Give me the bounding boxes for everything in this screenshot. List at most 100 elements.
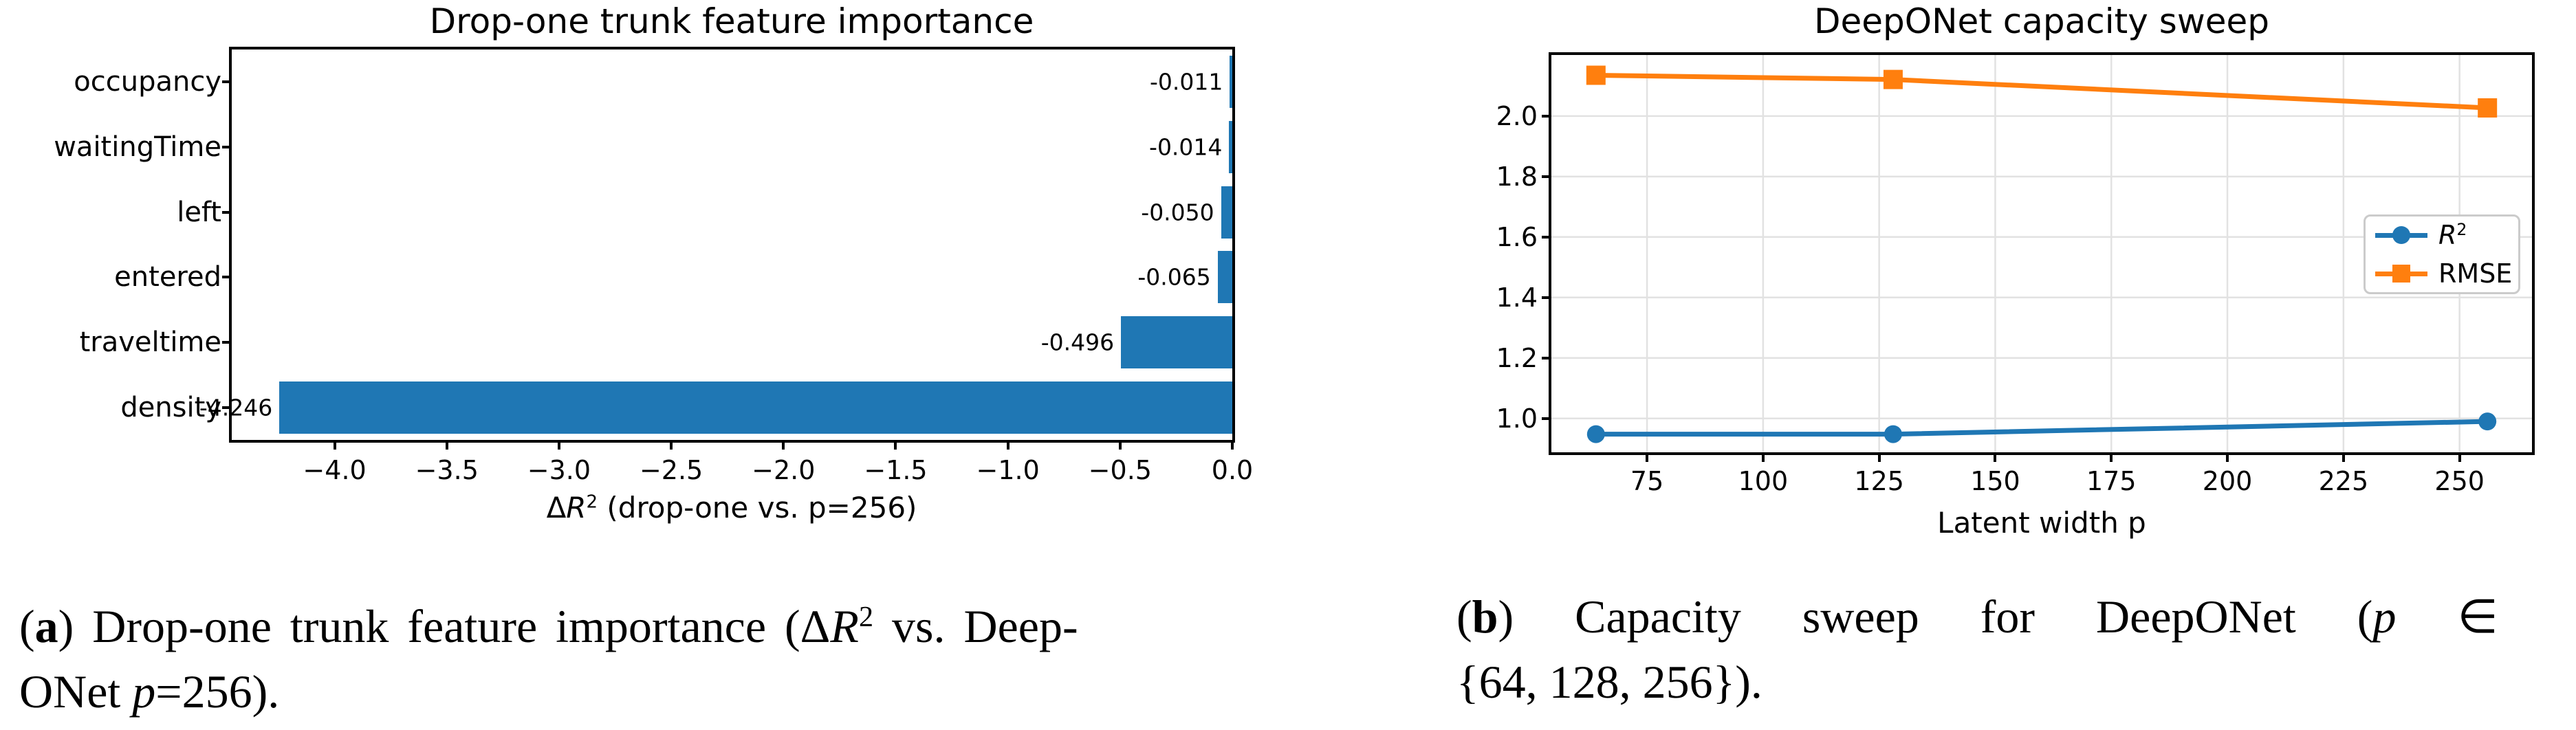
legend-label-R²: R2 bbox=[2438, 220, 2467, 250]
x-tick-label: 225 bbox=[2318, 466, 2369, 496]
text-segment: ) Drop-one trunk feature importance (Δ bbox=[58, 600, 831, 653]
marker-circle-R² bbox=[1884, 425, 1902, 443]
text-segment: ( bbox=[1456, 590, 1472, 643]
x-tick-mark bbox=[2458, 452, 2461, 462]
y-tick-mark bbox=[222, 276, 232, 279]
y-tick-mark bbox=[222, 80, 232, 84]
legend-sample-line bbox=[2375, 226, 2427, 244]
text-segment: R bbox=[830, 600, 859, 653]
y-tick-mark bbox=[1542, 114, 1551, 118]
legend-row-RMSE: RMSE bbox=[2375, 258, 2512, 289]
text-segment: vs. Deep- bbox=[873, 600, 1078, 653]
chart-a-title: Drop-one trunk feature importance bbox=[429, 1, 1034, 41]
y-tick-label: 1.2 bbox=[1496, 342, 1538, 373]
series-line-RMSE bbox=[1595, 72, 2488, 111]
text-segment: ∈ bbox=[2396, 590, 2498, 643]
caption-line: {64, 128, 256}). bbox=[1456, 650, 2498, 715]
x-tick-label: 250 bbox=[2434, 466, 2485, 496]
bar-value-label: -4.246 bbox=[199, 394, 273, 421]
bar-traveltime bbox=[1121, 316, 1232, 368]
y-tick-mark bbox=[1542, 175, 1551, 178]
x-tick-mark bbox=[1994, 452, 1997, 462]
bar-density bbox=[279, 381, 1232, 434]
text-segment: a bbox=[34, 600, 58, 653]
x-tick-label: −0.5 bbox=[1088, 455, 1152, 485]
bar-value-label: -0.011 bbox=[1150, 68, 1223, 96]
bar-waitingTime bbox=[1229, 121, 1232, 173]
x-tick-label: 125 bbox=[1854, 466, 1904, 496]
x-tick-label: 175 bbox=[2086, 466, 2137, 496]
x-tick-mark bbox=[1006, 440, 1009, 450]
y-tick-label: 2.0 bbox=[1496, 100, 1538, 131]
y-category-label: density bbox=[120, 391, 221, 423]
text-segment: (drop-one vs. p=256) bbox=[598, 491, 917, 524]
x-tick-mark bbox=[2226, 452, 2229, 462]
x-tick-label: −1.5 bbox=[864, 455, 928, 485]
x-tick-mark bbox=[1877, 452, 1881, 462]
y-tick-mark bbox=[1542, 356, 1551, 360]
chart-b-title: DeepONet capacity sweep bbox=[1814, 1, 2269, 41]
caption-line: (b) Capacity sweep for DeepONet (p ∈ bbox=[1456, 584, 2498, 650]
y-category-label: occupancy bbox=[74, 66, 221, 98]
text-segment: R bbox=[2438, 220, 2457, 250]
text-segment: 2 bbox=[2456, 220, 2467, 240]
bar-occupancy bbox=[1230, 56, 1232, 109]
x-tick-label: −2.0 bbox=[752, 455, 816, 485]
text-segment: b bbox=[1472, 590, 1498, 643]
text-segment: p bbox=[132, 665, 156, 718]
y-category-label: entered bbox=[114, 261, 221, 294]
x-tick-mark bbox=[782, 440, 785, 450]
bar-value-label: -0.014 bbox=[1149, 133, 1223, 161]
series-line-R² bbox=[1595, 419, 2488, 437]
x-tick-label: −2.5 bbox=[639, 455, 703, 485]
y-tick-mark bbox=[1542, 417, 1551, 420]
text-segment: ) Capacity sweep for DeepONet ( bbox=[1498, 590, 2373, 643]
text-segment: RMSE bbox=[2438, 258, 2513, 289]
y-category-label: traveltime bbox=[79, 327, 221, 358]
x-tick-mark bbox=[2342, 452, 2345, 462]
x-tick-mark bbox=[445, 440, 448, 450]
y-tick-mark bbox=[222, 146, 232, 148]
marker-circle-R² bbox=[1586, 425, 1605, 443]
x-tick-mark bbox=[1118, 440, 1122, 450]
bar-value-label: -0.050 bbox=[1141, 199, 1214, 226]
y-tick-mark bbox=[222, 210, 232, 214]
legend-label-RMSE: RMSE bbox=[2438, 258, 2512, 289]
x-tick-mark bbox=[333, 440, 336, 450]
caption-line: ONet p=256). bbox=[19, 659, 1078, 725]
text-segment: 2 bbox=[858, 601, 874, 633]
chart-b-canvas bbox=[1551, 55, 2532, 452]
x-tick-label: −3.0 bbox=[527, 455, 591, 485]
bar-value-label: -0.065 bbox=[1137, 263, 1211, 291]
x-tick-label: −3.5 bbox=[415, 455, 479, 485]
y-tick-mark bbox=[1542, 296, 1551, 299]
y-tick-mark bbox=[1542, 235, 1551, 239]
bar-value-label: -0.496 bbox=[1040, 329, 1115, 356]
bar-entered bbox=[1217, 251, 1232, 304]
x-tick-label: 150 bbox=[1970, 466, 2020, 496]
x-tick-label: 100 bbox=[1738, 466, 1789, 496]
y-tick-label: 1.0 bbox=[1496, 403, 1538, 434]
y-tick-label: 1.6 bbox=[1496, 221, 1538, 252]
marker-square-RMSE bbox=[1883, 69, 1903, 89]
text-segment: Δ bbox=[546, 491, 567, 524]
x-tick-mark bbox=[557, 440, 560, 450]
x-tick-label: −4.0 bbox=[303, 455, 367, 485]
legend-row-R²: R2 bbox=[2375, 220, 2509, 250]
y-tick-mark bbox=[222, 341, 232, 344]
x-tick-label: 200 bbox=[2202, 466, 2253, 496]
x-tick-mark bbox=[1646, 452, 1649, 462]
caption-line: (a) Drop-one trunk feature importance (Δ… bbox=[19, 584, 1078, 659]
x-tick-mark bbox=[670, 440, 673, 450]
marker-square-RMSE bbox=[2478, 98, 2498, 118]
x-tick-mark bbox=[1761, 452, 1765, 462]
y-category-label: left bbox=[177, 196, 221, 228]
y-tick-mark bbox=[222, 406, 232, 409]
caption-a: (a) Drop-one trunk feature importance (Δ… bbox=[19, 584, 1078, 725]
x-tick-mark bbox=[894, 440, 897, 450]
chart-a-xaxis-label: ΔR2 (drop-one vs. p=256) bbox=[547, 491, 917, 524]
text-segment: {64, 128, 256}). bbox=[1456, 656, 1762, 708]
text-segment: =256). bbox=[155, 665, 280, 718]
x-tick-label: 0.0 bbox=[1211, 455, 1254, 485]
